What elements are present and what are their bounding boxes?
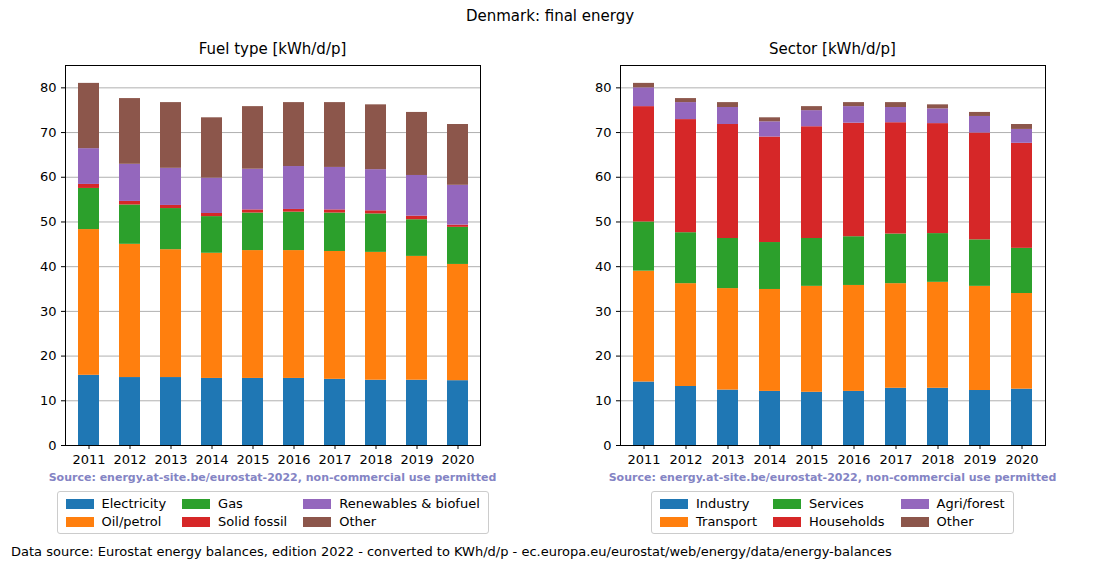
svg-text:2019: 2019 [400, 452, 433, 467]
svg-text:0: 0 [603, 438, 611, 453]
html-text:Source: energy.at-site.be/euro: Source: energy.at-site.be/eurostat-2022,… [48, 471, 497, 484]
html-text:Sector [kWh/d/p]: Sector [kWh/d/p] [769, 40, 896, 58]
html-text:Other: Other [936, 514, 974, 529]
svg-text:10: 10 [595, 393, 612, 408]
svg-text:50: 50 [40, 214, 57, 229]
html-text:Households: Households [809, 514, 885, 529]
svg-text:30: 30 [40, 304, 57, 319]
svg-text:2020: 2020 [1005, 452, 1038, 467]
svg-text:40: 40 [595, 259, 612, 274]
html-text:Source: energy.at-site.be/euro: Source: energy.at-site.be/eurostat-2022,… [608, 471, 1057, 484]
svg-text:2020: 2020 [441, 452, 474, 467]
svg-text:2012: 2012 [113, 452, 146, 467]
svg-text:2018: 2018 [921, 452, 954, 467]
svg-text:50: 50 [595, 214, 612, 229]
html-text:Other: Other [339, 514, 377, 529]
svg-text:2014: 2014 [753, 452, 786, 467]
svg-text:2015: 2015 [795, 452, 828, 467]
svg-text:2016: 2016 [837, 452, 870, 467]
svg-text:2015: 2015 [236, 452, 269, 467]
svg-text:80: 80 [40, 80, 57, 95]
svg-text:60: 60 [40, 169, 57, 184]
svg-text:2013: 2013 [711, 452, 744, 467]
html-text:Services: Services [809, 496, 864, 511]
html-text:Renewables & biofuel: Renewables & biofuel [339, 496, 480, 511]
html-text:Fuel type [kWh/d/p]: Fuel type [kWh/d/p] [198, 40, 347, 58]
html-text:Agri/forest: Agri/forest [936, 496, 1005, 511]
svg-text:0: 0 [48, 438, 56, 453]
svg-text:2016: 2016 [277, 452, 310, 467]
html-text:Oil/petrol: Oil/petrol [101, 514, 162, 529]
svg-text:2013: 2013 [154, 452, 187, 467]
svg-text:2014: 2014 [195, 452, 228, 467]
svg-text:2017: 2017 [318, 452, 351, 467]
svg-text:70: 70 [40, 125, 57, 140]
svg-text:40: 40 [40, 259, 57, 274]
html-text:Solid fossil: Solid fossil [218, 514, 288, 529]
html-text:Transport: Transport [696, 514, 757, 529]
svg-text:2018: 2018 [359, 452, 392, 467]
html-text:Data source: Eurostat energy b: Data source: Eurostat energy balances, e… [11, 544, 892, 559]
svg-text:10: 10 [40, 393, 57, 408]
svg-text:2011: 2011 [72, 452, 105, 467]
svg-text:2012: 2012 [669, 452, 702, 467]
svg-text:60: 60 [595, 169, 612, 184]
svg-text:2011: 2011 [627, 452, 660, 467]
html-text:Gas: Gas [218, 496, 243, 511]
html-text:Denmark: final energy: Denmark: final energy [465, 7, 635, 25]
svg-text:20: 20 [595, 348, 612, 363]
svg-text:2017: 2017 [879, 452, 912, 467]
html-text:Industry: Industry [696, 496, 750, 511]
svg-text:20: 20 [40, 348, 57, 363]
html-text:Electricity: Electricity [101, 496, 167, 511]
svg-text:2019: 2019 [963, 452, 996, 467]
svg-text:80: 80 [595, 80, 612, 95]
svg-text:70: 70 [595, 125, 612, 140]
svg-text:30: 30 [595, 304, 612, 319]
